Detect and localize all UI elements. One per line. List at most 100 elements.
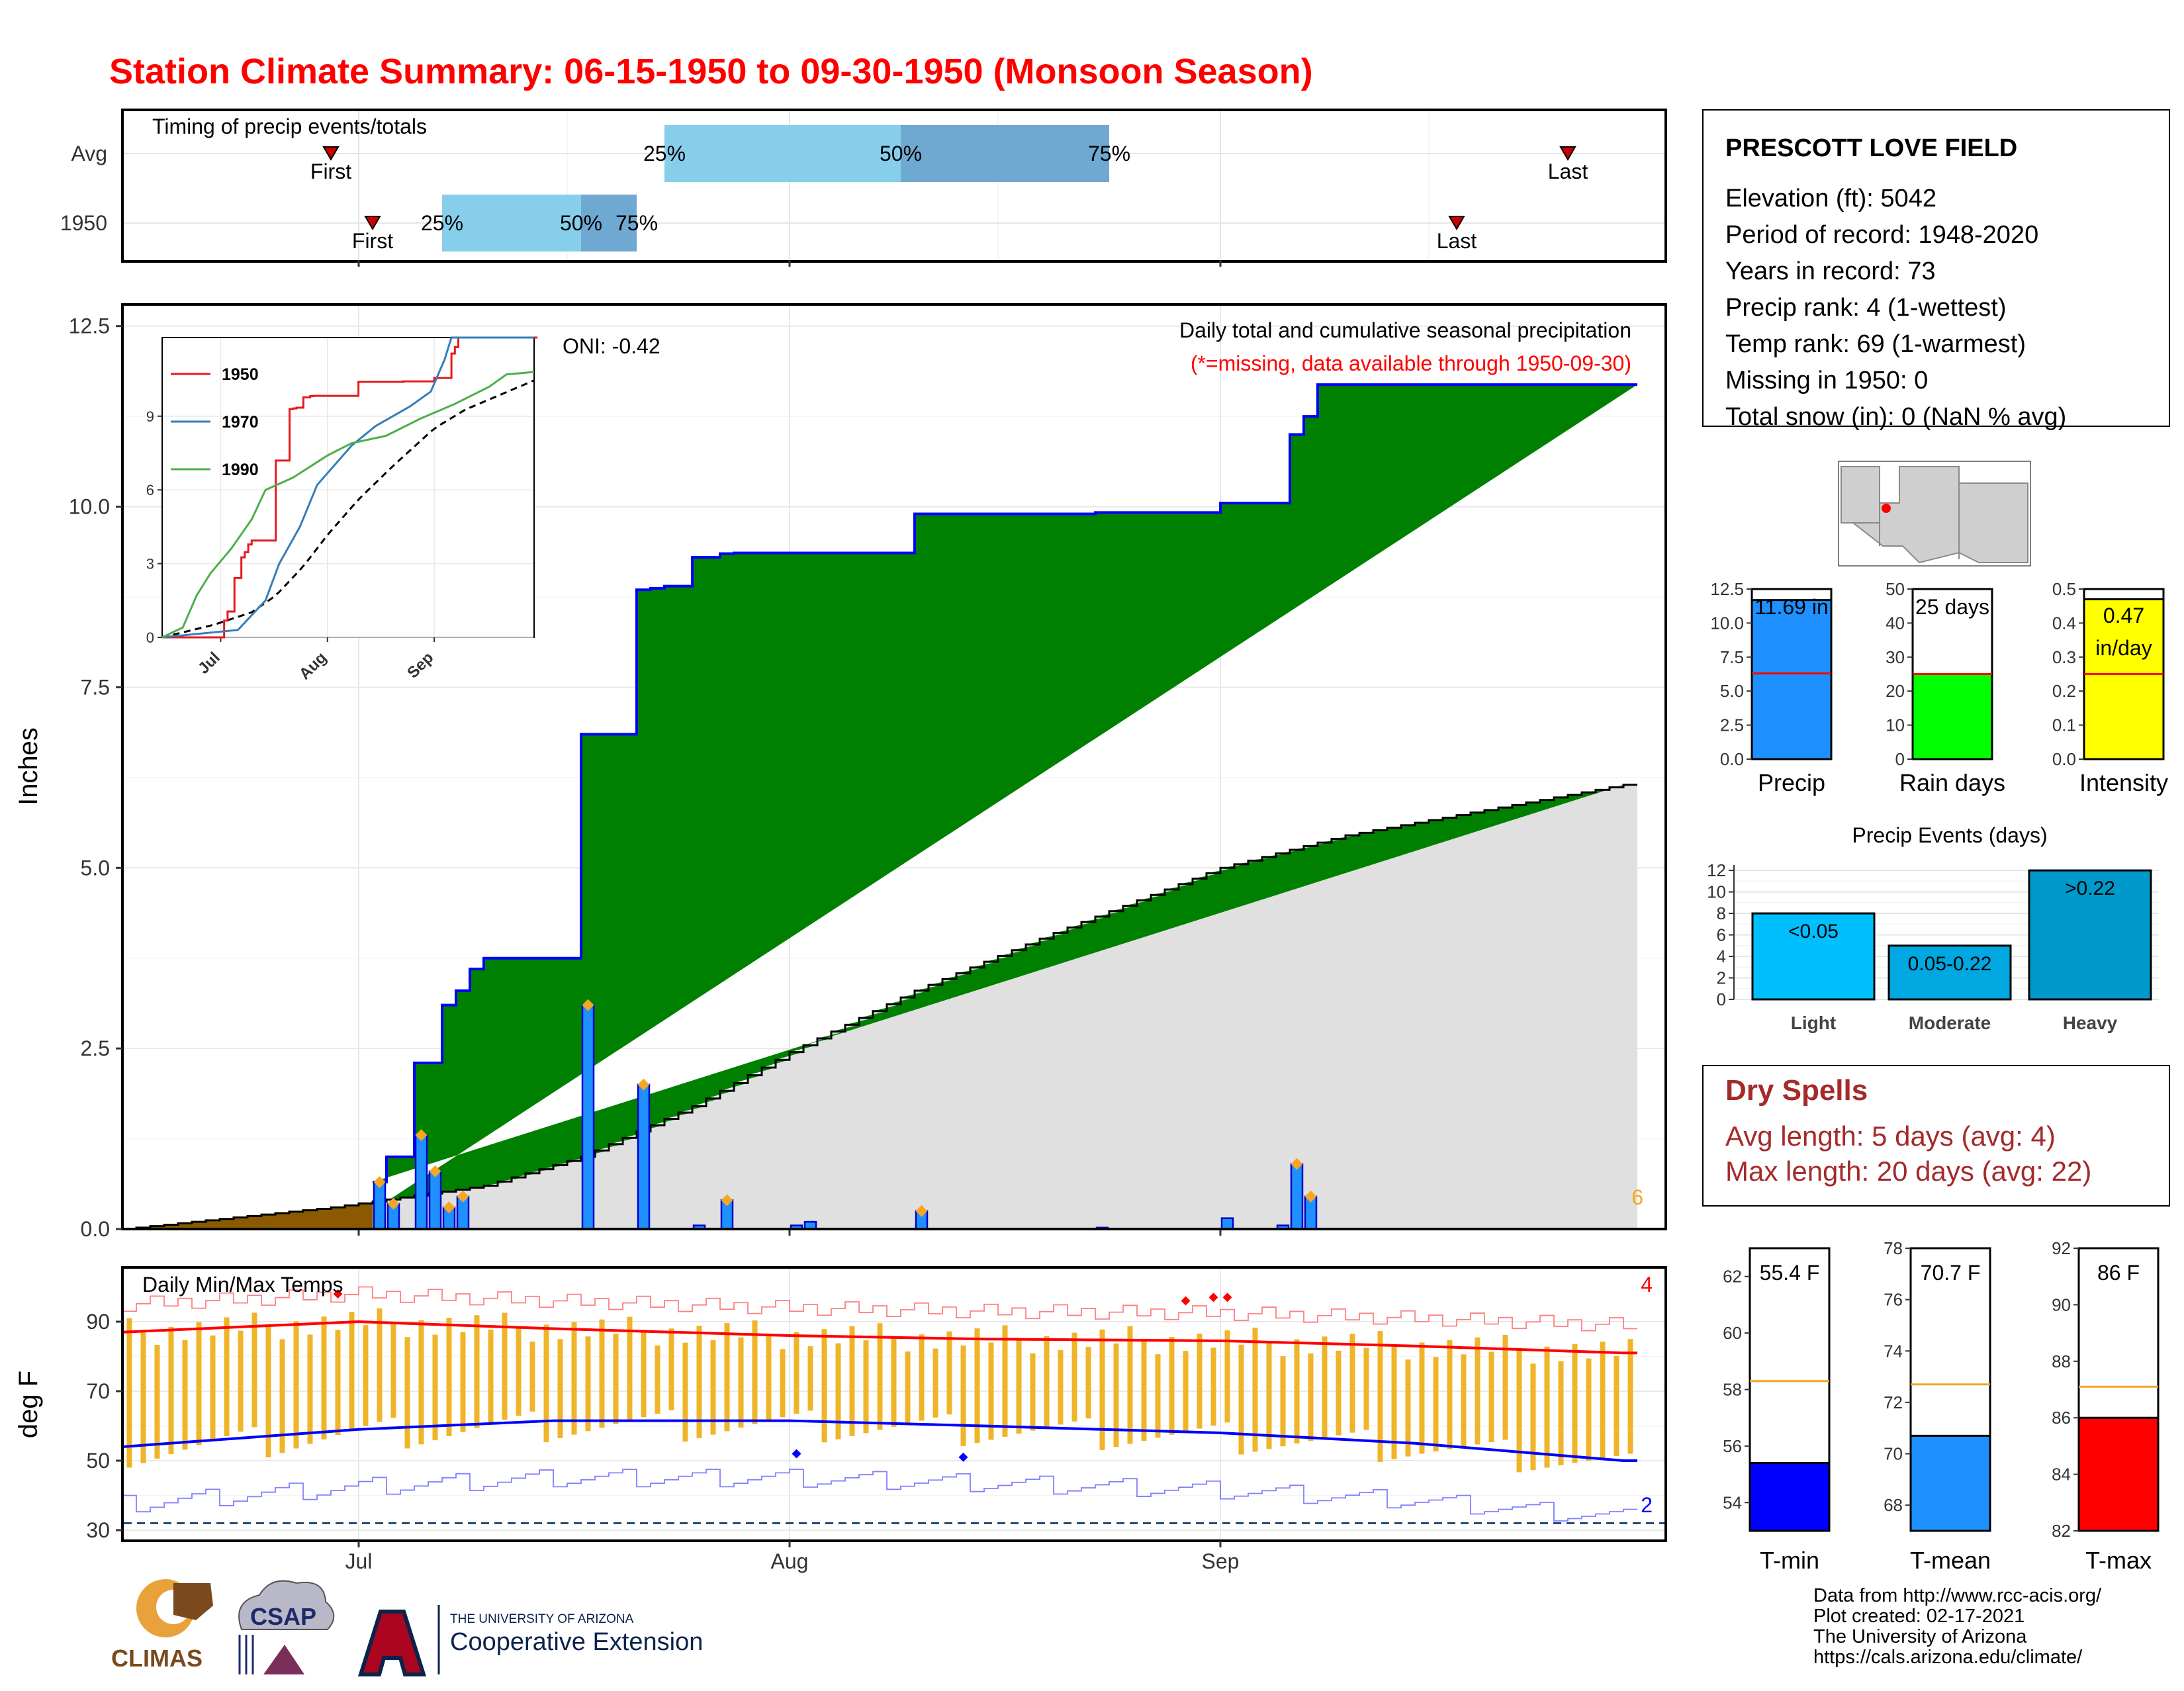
daily-precip-bar [373, 1181, 387, 1230]
climas-logo: CLIMAS [111, 1579, 213, 1672]
quartile-box-lower [442, 195, 581, 251]
timing-rows: 25% 50% 75% First Last 25% 50% 75% First Last [310, 125, 1588, 253]
temp-series [122, 1286, 1664, 1524]
logos: CLIMAS CSAP THE UNIVERSITY OF ARIZONA Co… [111, 1579, 703, 1676]
precip-y-tick-label: 10.0 [69, 495, 110, 519]
inset-y-tick-label: 0 [146, 629, 154, 646]
temp-x-axis: Jul Aug Sep [345, 1541, 1240, 1573]
daily-precip-bar [1290, 1163, 1304, 1230]
daily-precip-bar [414, 1134, 428, 1230]
precip-y-axis-title: Inches [14, 727, 43, 805]
events-tick-label: 10 [1707, 882, 1726, 902]
record-high-marker [1208, 1293, 1218, 1303]
summary-bar-tick-label: 50 [1886, 579, 1905, 599]
university-of-arizona-logo: THE UNIVERSITY OF ARIZONA Cooperative Ex… [357, 1605, 703, 1676]
oni-label: ONI: -0.42 [563, 334, 660, 358]
temp-x-tick-label: Aug [771, 1549, 809, 1573]
temp-bar-tick-label: 84 [2052, 1465, 2071, 1485]
events-category-label: Light [1791, 1013, 1836, 1033]
temp-bar-tick-label: 60 [1723, 1323, 1742, 1343]
tmean-bar-label: T-mean [1910, 1547, 1991, 1574]
timing-panel: Timing of precip events/totals Avg 1950 … [60, 109, 1667, 267]
heavy-event-marker [387, 1197, 400, 1210]
temp-bar-tick-label: 62 [1723, 1267, 1742, 1287]
temp-bar-tick-label: 76 [1884, 1290, 1903, 1310]
heavy-event-marker [1304, 1190, 1317, 1203]
summary-bar-tick-label: 0.5 [2052, 579, 2076, 599]
summary-bar-tick-label: 5.0 [1720, 681, 1744, 701]
csap-text: CSAP [250, 1603, 316, 1630]
map-states [1841, 466, 2028, 564]
last-event-marker [1559, 146, 1576, 161]
inset-y-tick-label: 3 [146, 556, 154, 572]
station-years: Years in record: 73 [1725, 257, 1936, 285]
inset-y-tick-label: 6 [146, 482, 154, 498]
precip-panel-frame [121, 303, 1667, 1230]
arizona-a-icon [357, 1610, 427, 1676]
temperature-bar-charts: 54 56 58 60 62 68 70 72 74 76 78 82 84 86 88 90 92 [1723, 1238, 2160, 1541]
temp-y-axis-title: deg F [14, 1371, 43, 1438]
precip-description: Daily total and cumulative seasonal prec… [1179, 318, 1631, 342]
station-box: PRESCOTT LOVE FIELD Elevation (ft): 5042… [1702, 109, 2170, 431]
summary-bar-tick-label: 30 [1886, 647, 1905, 667]
station-name: PRESCOTT LOVE FIELD [1725, 134, 2017, 162]
first-event-marker [364, 216, 381, 230]
precip-bar-label: Precip [1758, 769, 1825, 796]
quartile-25-label: 25% [421, 211, 463, 235]
inset-average-line [161, 379, 535, 639]
quartile-50-label: 50% [560, 211, 602, 235]
inset-frame [161, 337, 535, 638]
raindays-bar-label: Rain days [1899, 769, 2005, 796]
dry-spells-frame [1702, 1065, 2170, 1207]
temp-x-tick-label: Sep [1202, 1549, 1240, 1573]
heavy-event-marker [1291, 1158, 1303, 1170]
timing-title: Timing of precip events/totals [152, 114, 427, 138]
summary-bar-tick-label: 0 [1895, 749, 1905, 769]
precip-y-tick-label: 12.5 [69, 314, 110, 338]
first-event-label: First [310, 160, 351, 183]
tmin-bar-value: 55.4 F [1760, 1261, 1820, 1285]
station-snow: Total snow (in): 0 (NaN % avg) [1725, 403, 2066, 431]
record-min-count: 2 [1641, 1493, 1653, 1517]
timing-row-label-1950: 1950 [60, 211, 107, 235]
temp-bar [2077, 1416, 2160, 1532]
university-text: THE UNIVERSITY OF ARIZONA [450, 1612, 634, 1626]
station-location-dot [1882, 504, 1891, 513]
temp-y-tick-label: 50 [86, 1449, 110, 1473]
tmax-bar-label: T-max [2085, 1547, 2152, 1574]
record-max-line [122, 1286, 1637, 1332]
summary-bar-tick-label: 0.0 [2052, 749, 2076, 769]
summary-bar-tick-label: 0.4 [2052, 613, 2076, 633]
events-category-label: Moderate [1909, 1013, 1991, 1033]
tmin-bar-label: T-min [1760, 1547, 1819, 1574]
intensity-bar-value-unit: in/day [2095, 636, 2152, 660]
quartile-box-upper [581, 195, 637, 251]
precip-y-axis: 0.0 2.5 5.0 7.5 10.0 12.5 [69, 314, 122, 1241]
record-min-line [122, 1469, 1637, 1522]
temp-panel: 30 50 70 90 deg F Daily Min/Max Temps 4 2 J… [14, 1266, 1667, 1573]
summary-bar-tick-label: 0.2 [2052, 681, 2076, 701]
inset-legend-label: 1990 [222, 461, 259, 479]
raindays-bar-value: 25 days [1915, 595, 1989, 619]
quartile-25-label: 25% [643, 142, 686, 165]
heavy-event-marker [443, 1201, 455, 1214]
precip-panel: 0.0 2.5 5.0 7.5 10.0 12.5 Inches ONI: -0.42 D… [14, 303, 1667, 1241]
events-tick-label: 0 [1717, 989, 1726, 1009]
daily-precip-bar [581, 1004, 595, 1230]
summary-bar [1911, 673, 1993, 760]
events-tick-label: 12 [1707, 860, 1726, 880]
temp-bar-tick-label: 70 [1884, 1444, 1903, 1464]
heavy-event-count: 6 [1631, 1185, 1643, 1209]
temp-bar-tick-label: 54 [1723, 1492, 1742, 1512]
heavy-event-marker [457, 1190, 469, 1203]
inset-y-tick-label: 9 [146, 408, 154, 425]
station-missing: Missing in 1950: 0 [1725, 367, 1928, 394]
summary-bar-tick-label: 0.0 [1720, 749, 1744, 769]
quartile-75-label: 75% [615, 211, 658, 235]
precip-y-tick-label: 7.5 [81, 675, 110, 699]
summary-bar [2083, 598, 2165, 760]
station-period: Period of record: 1948-2020 [1725, 221, 2038, 249]
